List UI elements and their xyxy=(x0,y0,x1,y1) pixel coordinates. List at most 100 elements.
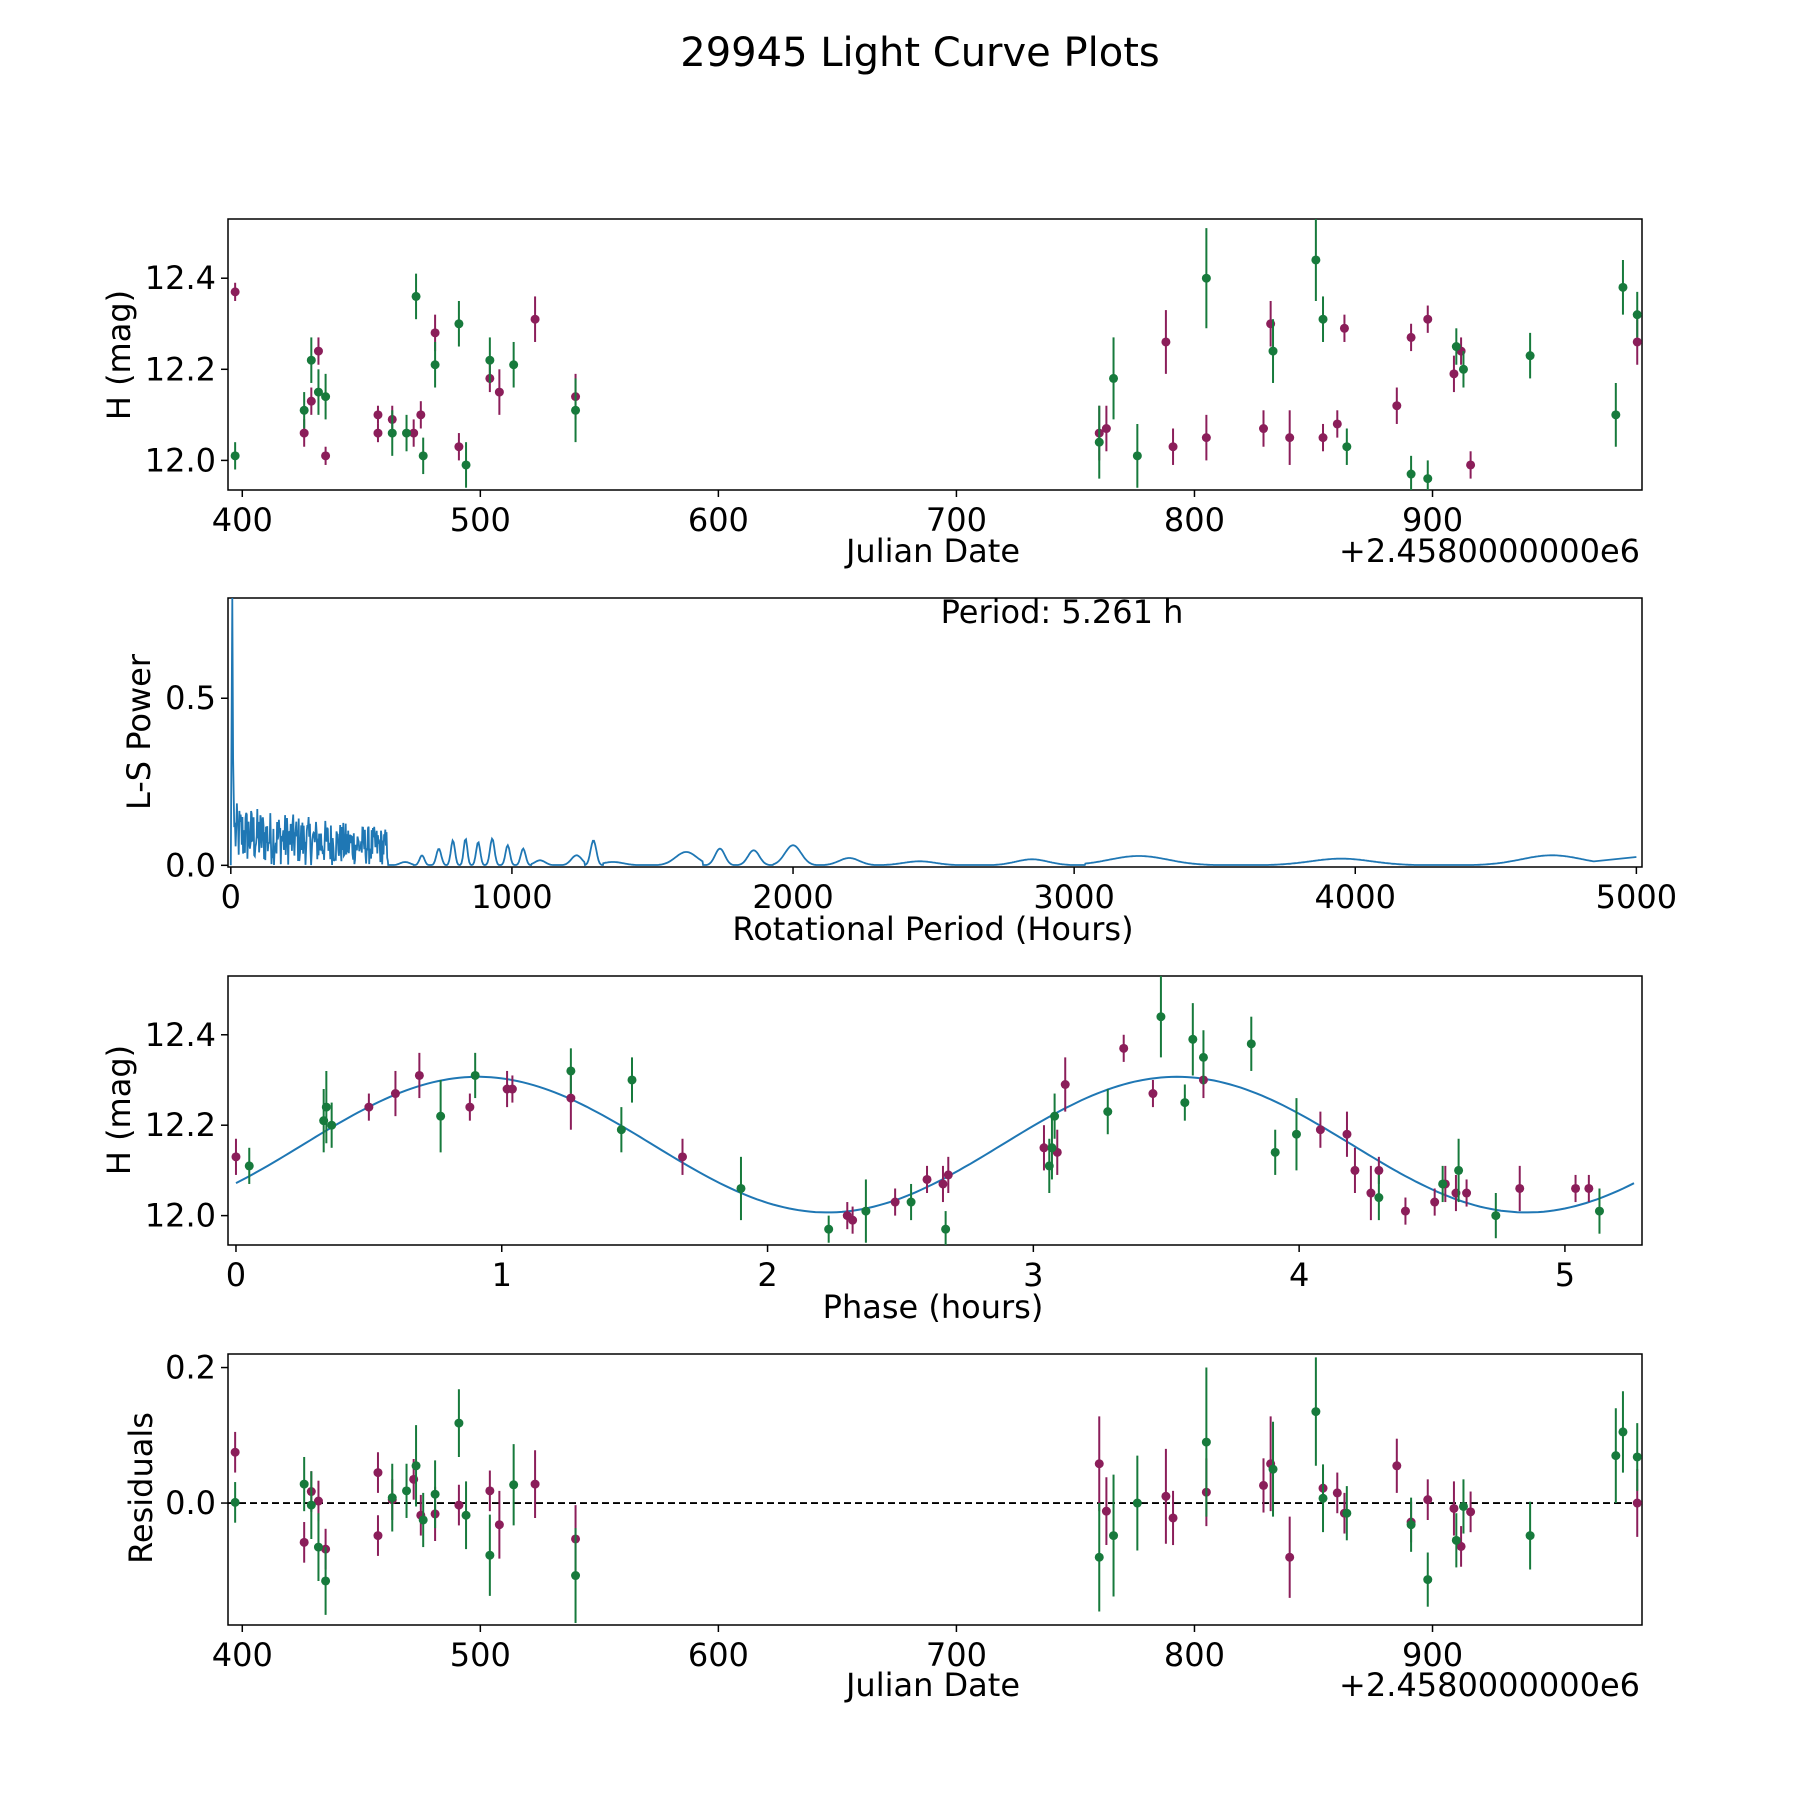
lightcurve-data-point xyxy=(571,405,581,415)
residuals-data-point xyxy=(1458,1501,1468,1511)
phased-data-point xyxy=(1039,1143,1049,1153)
residuals-data-point xyxy=(1342,1508,1352,1518)
phased-data-point xyxy=(943,1170,953,1180)
residuals-data-point xyxy=(1632,1452,1642,1462)
phased-data-point xyxy=(1156,1012,1166,1022)
phased-data-point xyxy=(231,1152,241,1162)
residuals-data-point xyxy=(461,1510,471,1520)
periodogram-x-tick-label: 1000 xyxy=(471,878,552,916)
lightcurve-data-point xyxy=(1392,401,1402,411)
periodogram-panel: L-S Power Rotational Period (Hours) Peri… xyxy=(120,593,1677,948)
residuals-data-point xyxy=(230,1447,240,1457)
residuals-data-point xyxy=(1094,1459,1104,1469)
residuals-data-point xyxy=(313,1496,323,1506)
phased-data-point xyxy=(906,1197,916,1207)
lightcurve-data-point xyxy=(373,410,383,420)
phased-data-point xyxy=(1342,1129,1352,1139)
phased-data-point xyxy=(1198,1052,1208,1062)
lightcurve-data-point xyxy=(1132,451,1142,461)
phased-data-point xyxy=(390,1089,400,1099)
lightcurve-data-point xyxy=(1318,314,1328,324)
lightcurve-data-point xyxy=(1611,410,1621,420)
lightcurve-data-point xyxy=(1406,332,1416,342)
periodogram-x-tick-label: 4000 xyxy=(1315,878,1396,916)
phased-panel: H (mag) Phase (hours) 0 1 2 3 4 5 12.0 12.2 12.4 xyxy=(100,975,1643,1326)
residuals-data-point xyxy=(485,1486,495,1496)
periodogram-x-tick-label: 5000 xyxy=(1596,878,1677,916)
residuals-data-point xyxy=(1201,1437,1211,1447)
lightcurve-plot-frame xyxy=(227,218,1643,491)
lightcurve-data-point xyxy=(1342,442,1352,452)
phased-data-point xyxy=(470,1070,480,1080)
residuals-x-tick-label: 400 xyxy=(212,1636,273,1674)
lightcurve-data-point xyxy=(1259,424,1269,434)
residuals-data-point xyxy=(1268,1464,1278,1474)
lightcurve-data-point xyxy=(299,405,309,415)
phased-data-point xyxy=(922,1174,932,1184)
lightcurve-y-tick-label: 12.2 xyxy=(145,350,216,388)
lightcurve-xlabel: Julian Date xyxy=(844,532,1020,570)
residuals-x-tick-label: 800 xyxy=(1164,1636,1225,1674)
lightcurve-data-point xyxy=(1101,424,1111,434)
lightcurve-data-point xyxy=(230,287,240,297)
phased-data-point xyxy=(436,1111,446,1121)
phased-data-point xyxy=(1246,1039,1256,1049)
phased-data-point xyxy=(1374,1193,1384,1203)
phased-y-tick-label: 12.2 xyxy=(145,1106,216,1144)
periodogram-x-tick-label: 3000 xyxy=(1033,878,1114,916)
lightcurve-points xyxy=(230,219,1642,490)
residuals-data-point xyxy=(299,1479,309,1489)
residuals-data-point xyxy=(530,1479,540,1489)
phased-data-point xyxy=(890,1197,900,1207)
phased-ylabel: H (mag) xyxy=(100,1045,138,1175)
lightcurve-data-point xyxy=(485,355,495,365)
phased-data-point xyxy=(566,1093,576,1103)
residuals-xlabel: Julian Date xyxy=(844,1666,1020,1704)
lightcurve-data-point xyxy=(430,328,440,338)
lightcurve-data-point xyxy=(1632,337,1642,347)
residuals-data-point xyxy=(1094,1552,1104,1562)
residuals-data-point xyxy=(402,1486,412,1496)
residuals-data-point xyxy=(1311,1407,1321,1417)
phased-data-point xyxy=(1180,1098,1190,1108)
residuals-data-point xyxy=(1618,1427,1628,1437)
phased-data-point xyxy=(848,1215,858,1225)
lightcurve-data-point xyxy=(1458,364,1468,374)
periodogram-xlabel: Rotational Period (Hours) xyxy=(732,910,1133,948)
lightcurve-data-point xyxy=(1423,474,1433,484)
lightcurve-data-point xyxy=(1525,351,1535,361)
residuals-data-point xyxy=(230,1497,240,1507)
phased-x-tick-label: 4 xyxy=(1289,1256,1309,1294)
residuals-y-tick-label: 0.0 xyxy=(165,1484,216,1522)
phased-y-tick-label: 12.4 xyxy=(145,1016,216,1054)
residuals-data-point xyxy=(418,1515,428,1525)
periodogram-power-line xyxy=(229,598,1637,867)
phased-data-point xyxy=(1119,1043,1129,1053)
residuals-data-point xyxy=(1466,1507,1476,1517)
residuals-x-tick-label: 600 xyxy=(688,1636,749,1674)
lightcurve-data-point xyxy=(494,387,504,397)
residuals-x-tick-label: 900 xyxy=(1402,1636,1463,1674)
residuals-offset-label: +2.4580000000e6 xyxy=(1339,1666,1640,1704)
lightcurve-data-point xyxy=(1285,433,1295,443)
phased-data-point xyxy=(1491,1211,1501,1221)
lightcurve-data-point xyxy=(416,410,426,420)
phased-data-point xyxy=(1438,1179,1448,1189)
phased-data-point xyxy=(678,1152,687,1162)
residuals-data-point xyxy=(1259,1480,1269,1490)
lightcurve-x-tick-label: 900 xyxy=(1402,501,1463,539)
phased-x-tick-label: 0 xyxy=(226,1256,246,1294)
phased-data-point xyxy=(1060,1080,1070,1090)
phased-data-point xyxy=(364,1102,374,1112)
lightcurve-data-point xyxy=(321,392,331,402)
phased-data-point xyxy=(824,1224,834,1234)
phased-data-point xyxy=(321,1102,331,1112)
phased-data-point xyxy=(1270,1147,1280,1157)
residuals-data-point xyxy=(430,1489,440,1499)
phased-data-point xyxy=(1374,1165,1384,1175)
lightcurve-data-point xyxy=(1168,442,1178,452)
residuals-data-point xyxy=(306,1500,316,1510)
residuals-data-point xyxy=(1392,1461,1402,1471)
phased-data-point xyxy=(1315,1125,1325,1135)
